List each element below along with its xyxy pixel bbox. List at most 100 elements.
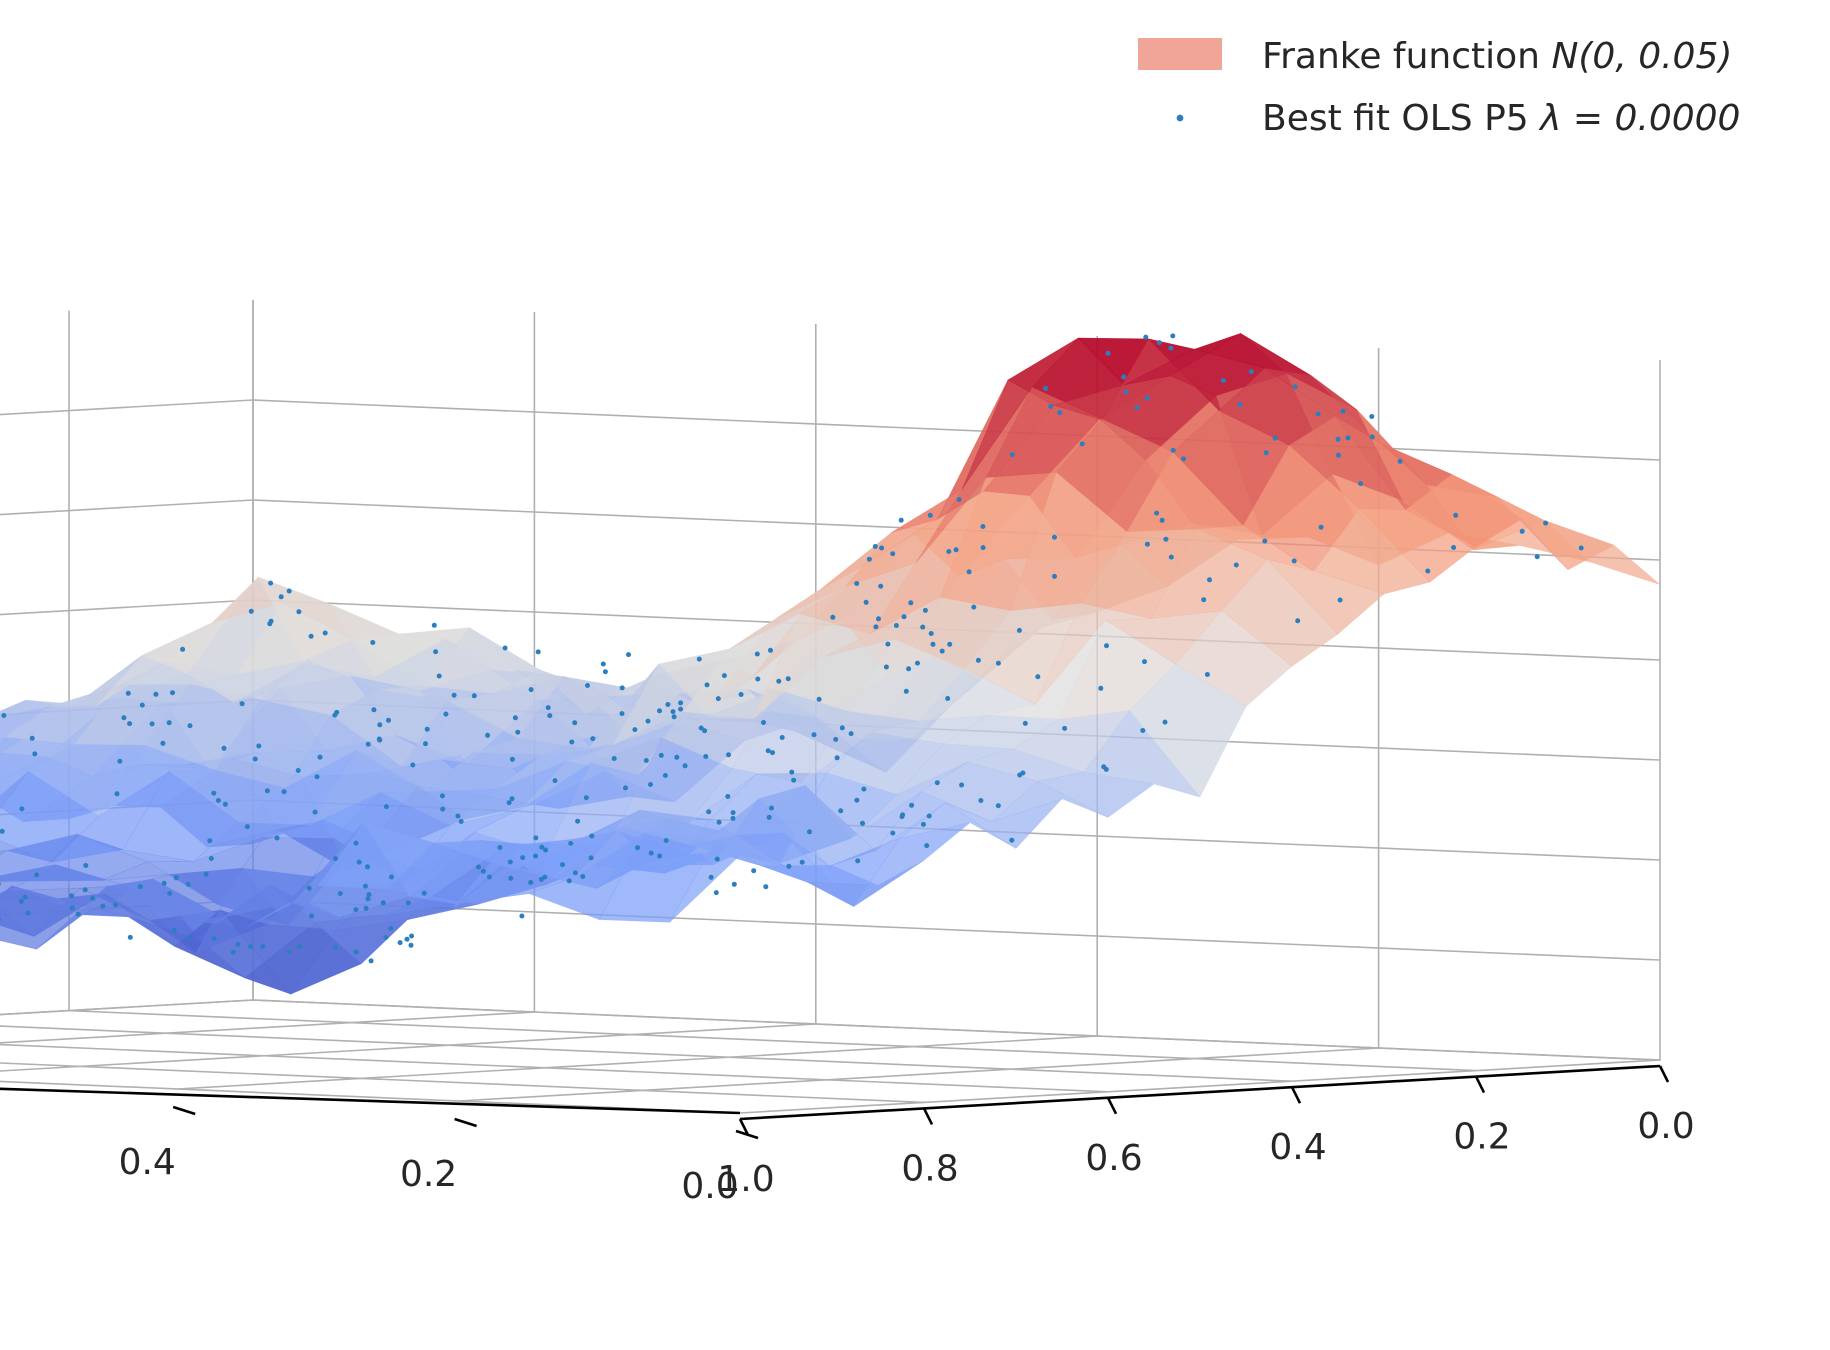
fit-point: [533, 853, 539, 859]
grid-line-y-3: [0, 1025, 1293, 1082]
fit-point: [180, 646, 186, 652]
surface-patch-3-10: [872, 715, 990, 745]
fit-point: [763, 884, 769, 890]
fit-point: [409, 933, 415, 939]
fit-point: [713, 890, 719, 896]
fit-point: [648, 782, 653, 787]
fit-point: [1022, 720, 1028, 726]
fit-point: [83, 863, 89, 868]
fit-point: [657, 853, 663, 859]
fit-point: [356, 859, 362, 865]
fit-point: [662, 773, 668, 778]
fit-point: [18, 898, 24, 904]
fit-point: [1144, 395, 1150, 401]
fit-point: [703, 754, 709, 759]
fit-point: [443, 711, 449, 717]
fit-point: [866, 556, 872, 562]
fit-point: [816, 696, 822, 702]
fit-point: [365, 741, 371, 747]
fit-point: [508, 875, 514, 881]
surface-layer: [0, 333, 1661, 995]
fit-point: [366, 892, 372, 897]
fit-point: [397, 940, 403, 946]
fit-point: [920, 624, 926, 630]
fit-point: [1154, 510, 1160, 516]
fit-point: [29, 735, 35, 741]
fit-point: [834, 755, 840, 761]
fit-point: [1020, 770, 1026, 776]
fit-point: [1123, 389, 1129, 395]
fit-point: [1168, 345, 1174, 351]
fit-point: [502, 645, 508, 651]
fit-point: [1453, 512, 1459, 518]
fit-point: [623, 785, 628, 791]
fit-point: [170, 690, 175, 696]
fit-point: [927, 512, 933, 518]
fit-point: [1425, 568, 1431, 574]
fit-point: [883, 664, 889, 670]
y-tick-mark: [922, 1107, 934, 1125]
fit-point: [890, 551, 896, 557]
fit-point: [754, 651, 760, 657]
fit-point: [1451, 545, 1457, 550]
fit-point: [1262, 538, 1268, 544]
fit-point: [755, 676, 761, 682]
fit-point: [645, 718, 651, 724]
fit-point: [334, 709, 340, 715]
grid-line-x-3: [0, 324, 817, 1072]
fit-point: [769, 805, 774, 811]
tick-labels: −0.20.00.20.40.60.81.00.00.20.40.60.81.0…: [119, 1106, 1695, 1207]
fit-point: [114, 791, 120, 797]
fit-point: [353, 840, 359, 846]
fit-point: [779, 735, 785, 740]
fit-point: [1035, 674, 1041, 680]
fit-point: [317, 754, 323, 760]
surface-patch-0-15: [853, 822, 971, 907]
fit-point: [854, 797, 860, 803]
x-tick-mark: [454, 1117, 477, 1128]
fit-point: [1369, 414, 1375, 419]
fit-point: [721, 673, 727, 679]
fit-point: [333, 856, 338, 862]
fit-point: [560, 862, 565, 868]
legend: Franke function N(0, 0.05) Best fit OLS …: [1138, 36, 1740, 139]
fit-point: [789, 769, 795, 775]
fit-point: [296, 609, 302, 615]
grid-line-y-2: [0, 1043, 1109, 1093]
grid-line-x-5: [0, 300, 254, 1016]
fit-point: [657, 708, 662, 714]
fit-point: [264, 788, 270, 794]
fit-point: [547, 713, 553, 719]
fit-point: [117, 758, 123, 764]
fit-point: [674, 754, 680, 760]
fit-point: [590, 736, 596, 742]
fit-point: [901, 614, 907, 620]
fit-point: [528, 687, 534, 693]
fit-point: [619, 685, 625, 691]
grid-line-z-6: [0, 399, 1661, 461]
fit-point: [312, 809, 318, 815]
surface-patch-11-11: [263, 792, 381, 839]
fit-point: [678, 706, 684, 712]
fit-point: [1143, 334, 1149, 340]
y-tick-label: 0.2: [1453, 1117, 1510, 1158]
fit-point: [370, 640, 376, 645]
fit-point: [1336, 452, 1341, 458]
fit-point: [268, 580, 274, 586]
fit-point: [222, 801, 228, 807]
fit-point: [714, 856, 720, 862]
fit-point: [333, 944, 338, 950]
fit-point: [939, 648, 945, 654]
fit-point: [730, 815, 736, 821]
fit-point: [363, 905, 369, 911]
fit-point: [507, 859, 513, 865]
fit-point: [1079, 441, 1085, 447]
x-axis-line: [0, 1087, 741, 1115]
y-tick-mark: [1658, 1065, 1670, 1083]
fit-point: [861, 786, 867, 792]
fit-point: [588, 855, 594, 861]
fit-point: [383, 804, 389, 810]
y-tick-mark: [1474, 1076, 1486, 1094]
fit-point: [1237, 402, 1243, 408]
fit-point: [380, 900, 386, 906]
